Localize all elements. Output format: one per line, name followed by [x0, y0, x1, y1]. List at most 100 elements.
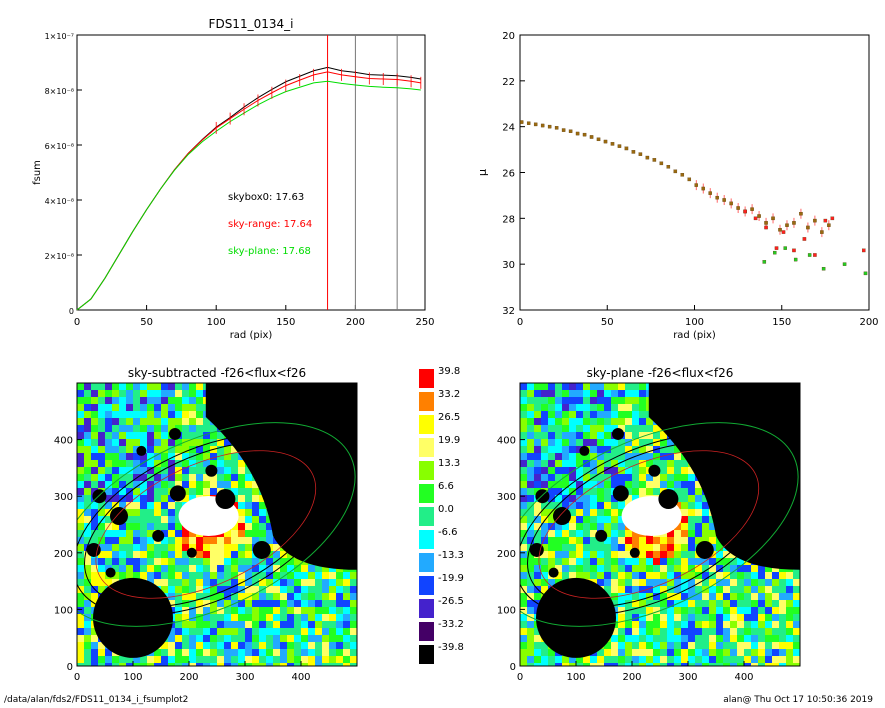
heatmap-cell	[105, 544, 112, 551]
mu-data-point	[561, 128, 566, 132]
heatmap-cell	[765, 565, 772, 572]
heatmap-cell	[520, 607, 527, 614]
heatmap-cell	[730, 607, 737, 614]
aperture-ellipse-outer	[520, 422, 799, 627]
heatmap-cell	[527, 390, 534, 397]
heatmap-cell	[336, 600, 343, 607]
heatmap-cell	[590, 502, 597, 509]
x-tick-label: 300	[235, 672, 254, 683]
heatmap-cell	[329, 642, 336, 649]
heatmap-cell	[590, 530, 597, 537]
heatmap-cell	[590, 481, 597, 488]
heatmap-cell	[294, 663, 301, 666]
heatmap-cell	[527, 551, 534, 558]
heatmap-cell	[660, 607, 667, 614]
heatmap-cell	[259, 530, 266, 537]
heatmap-cell	[758, 649, 765, 656]
heatmap-cell	[91, 635, 98, 642]
heatmap-cell	[238, 460, 245, 467]
heatmap-cell	[203, 621, 210, 628]
heatmap-cell	[266, 600, 273, 607]
heatmap-cell	[189, 656, 196, 663]
x-tick-label: 50	[601, 317, 614, 328]
heatmap-cell	[646, 453, 653, 460]
heatmap-cell	[583, 411, 590, 418]
heatmap-cell	[751, 593, 758, 600]
heatmap-cell	[541, 523, 548, 530]
heatmap-cell	[779, 607, 786, 614]
heatmap-cell	[147, 495, 154, 502]
heatmap-cell	[611, 460, 618, 467]
heatmap-cell	[702, 530, 709, 537]
heatmap-cell	[231, 537, 238, 544]
heatmap-cell	[667, 600, 674, 607]
heatmap-cell	[126, 481, 133, 488]
colorbar-swatch	[419, 599, 434, 618]
heatmap-cell	[688, 642, 695, 649]
heatmap-cell	[140, 544, 147, 551]
heatmap-cell	[653, 558, 660, 565]
heatmap-cell	[702, 600, 709, 607]
heatmap-cell	[84, 439, 91, 446]
heatmap-cell	[625, 418, 632, 425]
heatmap-cell	[203, 656, 210, 663]
heatmap-cell	[91, 565, 98, 572]
heatmap-cell	[625, 467, 632, 474]
heatmap-cell	[625, 614, 632, 621]
heatmap-cell	[259, 642, 266, 649]
heatmap-cell	[259, 621, 266, 628]
heatmap-cell	[168, 516, 175, 523]
heatmap-cell	[702, 642, 709, 649]
heatmap-cell	[779, 628, 786, 635]
heatmap-cell	[646, 432, 653, 439]
heatmap-cell	[744, 649, 751, 656]
heatmap-cell	[266, 516, 273, 523]
heatmap-cell	[168, 537, 175, 544]
heatmap-cell	[343, 586, 350, 593]
heatmap-cell	[336, 649, 343, 656]
heatmap-cell	[350, 579, 357, 586]
y-tick-label: 28	[502, 214, 515, 225]
heatmap-cell	[133, 656, 140, 663]
heatmap-cell	[203, 558, 210, 565]
heatmap-cell	[133, 467, 140, 474]
heatmap-cell	[98, 579, 105, 586]
heatmap-cell	[520, 621, 527, 628]
heatmap-cell	[84, 635, 91, 642]
heatmap-cell	[590, 656, 597, 663]
heatmap-cell	[182, 537, 189, 544]
heatmap-cell	[604, 586, 611, 593]
heatmap-cell	[245, 649, 252, 656]
heatmap-cell	[84, 551, 91, 558]
heatmap-cell	[639, 586, 646, 593]
heatmap-cell	[534, 537, 541, 544]
heatmap-cell	[161, 572, 168, 579]
heatmap-cell	[604, 572, 611, 579]
heatmap-cell	[632, 404, 639, 411]
heatmap-cell	[646, 600, 653, 607]
heatmap-cell	[583, 565, 590, 572]
heatmap-cell	[266, 579, 273, 586]
heatmap-cell	[308, 593, 315, 600]
heatmap-cell	[576, 481, 583, 488]
heatmap-cell	[639, 481, 646, 488]
heatmap-cell	[154, 495, 161, 502]
heatmap-cell	[646, 663, 653, 666]
heatmap-cell	[175, 397, 182, 404]
heatmap-cell	[238, 558, 245, 565]
heatmap-cell	[210, 439, 217, 446]
heatmap-cell	[597, 425, 604, 432]
heatmap-cell	[273, 642, 280, 649]
heatmap-cell	[660, 593, 667, 600]
heatmap-cell	[765, 600, 772, 607]
heatmap-cell	[126, 663, 133, 666]
heatmap-title: sky-plane -f26<flux<f26	[587, 366, 734, 380]
heatmap-cell	[252, 607, 259, 614]
heatmap-cell	[84, 558, 91, 565]
heatmap-cell	[569, 537, 576, 544]
heatmap-cell	[597, 579, 604, 586]
fsum-series-line	[76, 80, 421, 311]
heatmap-cell	[126, 460, 133, 467]
heatmap-cell	[126, 453, 133, 460]
heatmap-cell	[681, 523, 688, 530]
